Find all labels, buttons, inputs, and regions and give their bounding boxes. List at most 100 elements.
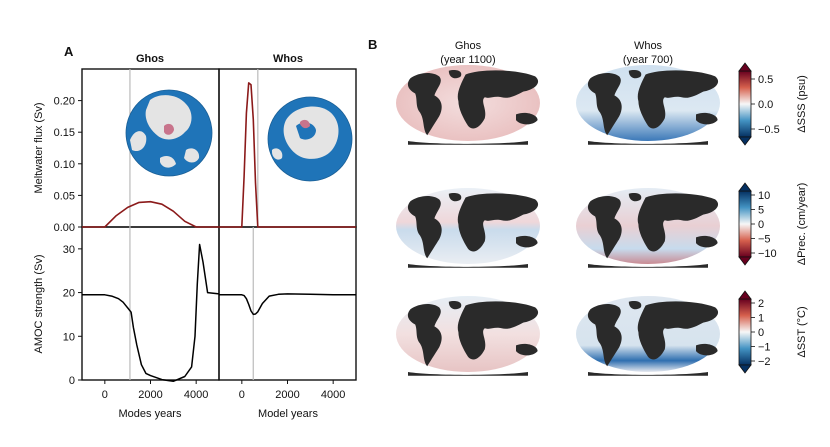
colorbar-1-top-arrow (738, 62, 752, 72)
colorbar-1-tick-label: 0.0 (758, 99, 773, 111)
map-continent (448, 300, 462, 310)
colorbar-1-tick-label: 0.5 (758, 74, 773, 86)
colorbar-3-bottom-arrow (738, 364, 752, 374)
map-continent (516, 343, 538, 356)
amoc-ylabel: AMOC strength (Sv) (33, 254, 45, 353)
axis-ticks: 0.00 0.05 0.10 0.15 0.20 0 10 20 30 0 2000 4000 0 200… (54, 96, 346, 401)
map-continent (628, 300, 642, 310)
map-continent (696, 343, 718, 356)
colorbar-3-tick-label: 0 (758, 327, 764, 339)
whos-amoc-line (219, 293, 356, 316)
map-continent (637, 301, 719, 360)
map-continent (696, 112, 718, 125)
amoc-left-frame (81, 226, 220, 381)
colorbar-3-tick-label: 2 (758, 298, 764, 310)
panel-a-label: A (64, 44, 74, 59)
colorbar-1-bottom-arrow (738, 136, 752, 146)
meltwater-ytick-label: 0.20 (54, 96, 75, 108)
map-row1-ghos (396, 65, 540, 145)
xtick-label-right: 4000 (321, 389, 345, 401)
xtick-label-right: 0 (239, 389, 245, 401)
colorbar-3-top-arrow (738, 290, 752, 300)
map-continent (696, 235, 718, 248)
colorbar-2-tick-label: −10 (758, 248, 777, 260)
colorbar-3-tick-label: −2 (758, 356, 771, 368)
map-row3-whos (576, 296, 720, 376)
map-col-right-title: Whos (634, 40, 663, 52)
panel-b-label: B (368, 37, 377, 52)
ghos-amoc-line (82, 243, 220, 383)
map-continent (628, 192, 642, 202)
map-continent (588, 372, 708, 376)
meltwater-ytick-label: 0.15 (54, 127, 75, 139)
colorbar-1 (738, 70, 752, 138)
map-continent (516, 235, 538, 248)
amoc-right-frame (218, 226, 357, 381)
map-continent (457, 70, 539, 129)
colorbar-2-top-arrow (738, 182, 752, 192)
map-col-right-subtitle: (year 700) (623, 54, 673, 66)
amoc-ytick-label: 0 (69, 375, 75, 387)
colorbar-2-bottom-arrow (738, 256, 752, 266)
map-continent (408, 264, 528, 268)
colorbar-1-tick-label: −0.5 (758, 124, 780, 136)
map-continent (448, 69, 462, 79)
map-continent (407, 195, 442, 259)
map-continent (587, 303, 622, 367)
map-continent (587, 195, 622, 259)
colorbar-2-label: ΔPrec. (cm/year) (796, 183, 808, 266)
anomaly-maps (396, 65, 720, 376)
colorbar-3 (738, 298, 752, 366)
colorbar-3-label: ΔSST (°C) (796, 306, 808, 357)
map-continent (516, 112, 538, 125)
xlabel-right: Model years (258, 408, 318, 420)
map-continent (408, 141, 528, 145)
map-continent (588, 141, 708, 145)
whos-meltwater-line (219, 82, 356, 228)
whos-polar-map (267, 96, 353, 182)
ghos-meltwater-line (82, 200, 219, 228)
xtick-label-left: 0 (102, 389, 108, 401)
amoc-ytick-label: 30 (63, 244, 75, 256)
meltwater-ylabel: Meltwater flux (Sv) (33, 102, 45, 193)
colorbar-3-tick-label: −1 (758, 342, 771, 354)
map-continent (637, 70, 719, 129)
colorbar-2-tick-label: −5 (758, 234, 771, 246)
map-col-left-title: Ghos (455, 40, 482, 52)
ghos-polar-map (125, 89, 213, 177)
meltwater-ytick-label: 0.05 (54, 190, 75, 202)
map-row2-ghos (396, 188, 540, 268)
meltwater-ytick-label: 0.10 (54, 159, 75, 171)
colorbar-1-label: ΔSSS (psu) (796, 75, 808, 132)
map-continent (407, 72, 442, 136)
amoc-ytick-label: 20 (63, 288, 75, 300)
colorbar-3-tick-label: 1 (758, 313, 764, 325)
xtick-label-left: 2000 (138, 389, 162, 401)
colorbar-2-tick-label: 5 (758, 205, 764, 217)
meltwater-ytick-label: 0.00 (54, 222, 75, 234)
map-continent (628, 69, 642, 79)
map-continent (407, 303, 442, 367)
map-row2-whos (576, 188, 720, 268)
map-continent (588, 264, 708, 268)
col-right-title: Whos (273, 53, 303, 65)
map-continent (457, 301, 539, 360)
colorbar-2-tick-label: 0 (758, 219, 764, 231)
amoc-ytick-label: 10 (63, 331, 75, 343)
map-continent (637, 193, 719, 252)
map-col-left-subtitle: (year 1100) (440, 54, 495, 66)
map-continent (408, 372, 528, 376)
colorbar-2-tick-label: 10 (758, 190, 770, 202)
colorbar-2 (738, 190, 752, 258)
map-row1-whos (576, 65, 720, 145)
col-left-title: Ghos (136, 53, 164, 65)
map-row3-ghos (396, 296, 540, 376)
data-lines (82, 82, 356, 383)
xlabel-left: Modes years (119, 408, 182, 420)
map-continent (457, 193, 539, 252)
map-continent (587, 72, 622, 136)
xtick-label-right: 2000 (275, 389, 299, 401)
xtick-label-left: 4000 (184, 389, 208, 401)
